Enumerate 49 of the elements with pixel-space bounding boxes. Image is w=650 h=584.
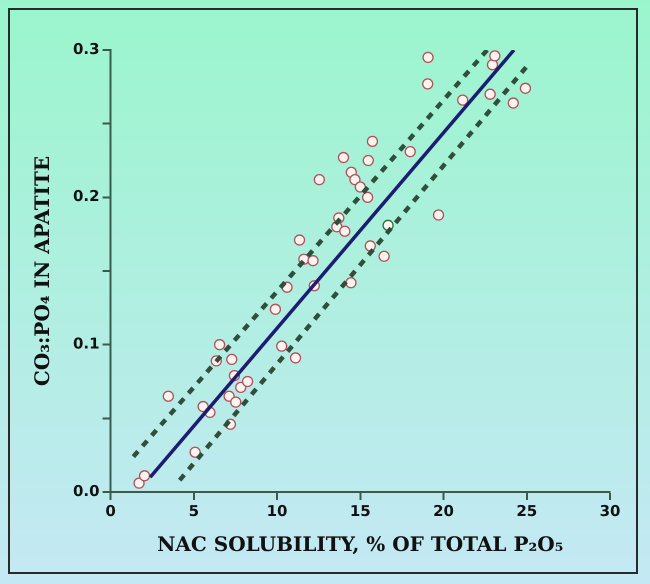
point	[294, 234, 306, 246]
point	[378, 250, 390, 262]
point	[242, 376, 254, 388]
x-tick-label: 0	[105, 502, 116, 520]
x-tick-label: 10	[266, 502, 288, 520]
y-tick-label: 0.2	[72, 187, 100, 206]
point	[349, 174, 361, 186]
x-tick-label: 30	[600, 502, 620, 520]
point	[162, 390, 174, 402]
point	[432, 209, 444, 221]
point	[226, 354, 238, 366]
point	[486, 59, 498, 70]
point	[189, 446, 201, 458]
point	[362, 192, 374, 203]
point	[489, 50, 500, 62]
point	[484, 88, 496, 100]
point	[290, 352, 302, 364]
point	[276, 340, 288, 352]
point	[422, 78, 434, 90]
point	[307, 255, 319, 266]
point	[339, 226, 350, 237]
point	[133, 478, 145, 489]
x-axis-title: NAC SOLUBILITY, % OF TOTAL P₂O₅	[157, 532, 564, 556]
y-axis-title: CO₃:PO₄ IN APATITE	[30, 156, 54, 386]
point	[508, 97, 519, 109]
x-tick-label: 15	[350, 502, 371, 520]
y-tick-label: 0.3	[72, 40, 100, 58]
point	[364, 240, 376, 252]
point	[338, 152, 350, 164]
point	[457, 94, 468, 106]
x-tick-label: 5	[188, 502, 200, 520]
point	[354, 181, 366, 193]
point	[214, 339, 226, 350]
x-tick-label: 20	[433, 502, 454, 520]
point	[345, 277, 357, 288]
point	[366, 136, 378, 147]
point	[235, 382, 246, 394]
point	[404, 146, 416, 158]
point	[270, 304, 282, 315]
y-tick-label: 0.1	[72, 334, 100, 353]
point	[230, 396, 242, 408]
point	[314, 174, 325, 186]
point	[422, 52, 434, 64]
point	[223, 390, 235, 402]
y-tick-label: 0.0	[72, 482, 100, 500]
x-tick-label: 25	[516, 502, 538, 520]
point	[520, 82, 532, 94]
point	[362, 154, 374, 166]
point	[138, 470, 150, 482]
